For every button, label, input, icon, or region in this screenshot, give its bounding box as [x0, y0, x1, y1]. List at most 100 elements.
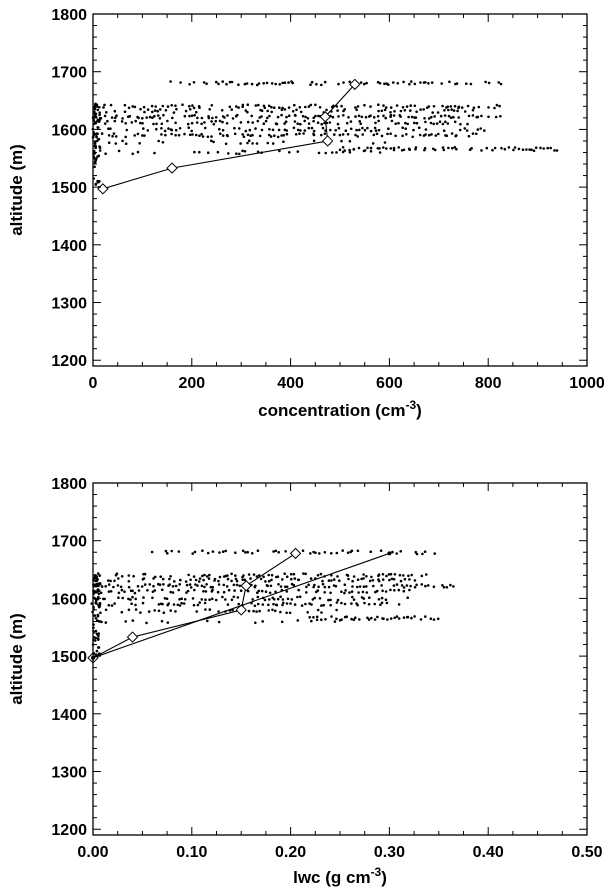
data-point [494, 115, 498, 119]
data-point [130, 121, 134, 124]
data-point [153, 114, 156, 118]
data-point [321, 582, 325, 586]
data-point [446, 122, 450, 125]
data-point [430, 115, 433, 119]
data-point [264, 590, 268, 593]
data-point [467, 134, 471, 138]
data-point [235, 105, 238, 108]
y-tick-label: 1800 [51, 476, 87, 493]
data-point [270, 82, 274, 85]
data-point [247, 573, 251, 576]
data-point [401, 126, 405, 129]
data-point [441, 122, 445, 126]
data-point [368, 579, 372, 583]
data-point [296, 150, 300, 153]
data-point [244, 109, 248, 112]
data-point [96, 179, 99, 183]
data-point [161, 141, 165, 144]
data-point [404, 127, 408, 130]
data-point [102, 106, 105, 109]
data-point [393, 110, 396, 113]
data-point [365, 591, 369, 594]
data-point [251, 598, 254, 601]
data-point [435, 122, 439, 125]
data-point [361, 590, 365, 594]
data-point [104, 608, 108, 612]
data-point [413, 615, 416, 618]
data-point [317, 151, 321, 155]
data-point [369, 129, 373, 133]
data-point [421, 552, 424, 556]
data-point [357, 146, 361, 150]
data-point [204, 598, 207, 601]
data-point [254, 621, 257, 625]
y-tick-label: 1300 [51, 296, 87, 313]
data-point [419, 618, 423, 621]
data-point [325, 108, 328, 112]
data-point [433, 148, 437, 152]
data-point [356, 135, 360, 138]
data-point [298, 132, 301, 135]
data-point [314, 114, 317, 118]
data-point [166, 105, 170, 108]
data-point [327, 598, 330, 602]
data-point [243, 150, 247, 153]
data-point [432, 585, 436, 588]
data-point [423, 146, 427, 150]
data-point [320, 618, 323, 621]
data-point [260, 589, 264, 593]
data-point [157, 603, 161, 606]
data-point [124, 122, 127, 125]
data-point [234, 574, 237, 577]
data-point [153, 589, 157, 592]
data-point [347, 116, 350, 119]
data-point [294, 114, 297, 117]
data-point [284, 550, 287, 553]
data-point [267, 609, 271, 612]
data-point [316, 608, 320, 612]
data-point [230, 108, 233, 111]
data-point [485, 146, 489, 150]
data-point [279, 595, 282, 598]
data-point [250, 552, 254, 555]
y-tick-label: 1300 [51, 765, 87, 782]
data-point [183, 598, 187, 601]
data-point [324, 151, 328, 155]
data-point [225, 122, 229, 125]
data-point [296, 128, 300, 132]
data-point [265, 81, 269, 85]
data-point [106, 119, 109, 123]
data-point [402, 80, 405, 84]
data-point [186, 122, 190, 126]
data-point [174, 121, 177, 125]
data-point [222, 583, 226, 587]
data-point [257, 82, 261, 85]
data-point [215, 80, 218, 84]
data-point [143, 110, 146, 114]
data-point [323, 132, 327, 135]
data-point [382, 104, 385, 107]
data-point [97, 605, 101, 609]
data-point [358, 585, 362, 588]
data-point [432, 618, 436, 621]
data-point [96, 578, 99, 581]
data-point [247, 609, 251, 613]
data-point [107, 579, 110, 582]
data-point [103, 122, 107, 125]
data-point [304, 115, 307, 119]
data-point [131, 152, 134, 156]
data-point [109, 103, 113, 107]
data-point [397, 588, 401, 592]
data-point [282, 140, 285, 143]
data-point [484, 80, 487, 84]
data-point [241, 133, 244, 136]
data-point [98, 113, 101, 117]
data-point [318, 106, 322, 109]
data-point [218, 551, 221, 554]
data-point [532, 149, 536, 152]
data-point [151, 590, 155, 594]
data-point [312, 585, 315, 589]
data-point [162, 611, 166, 614]
